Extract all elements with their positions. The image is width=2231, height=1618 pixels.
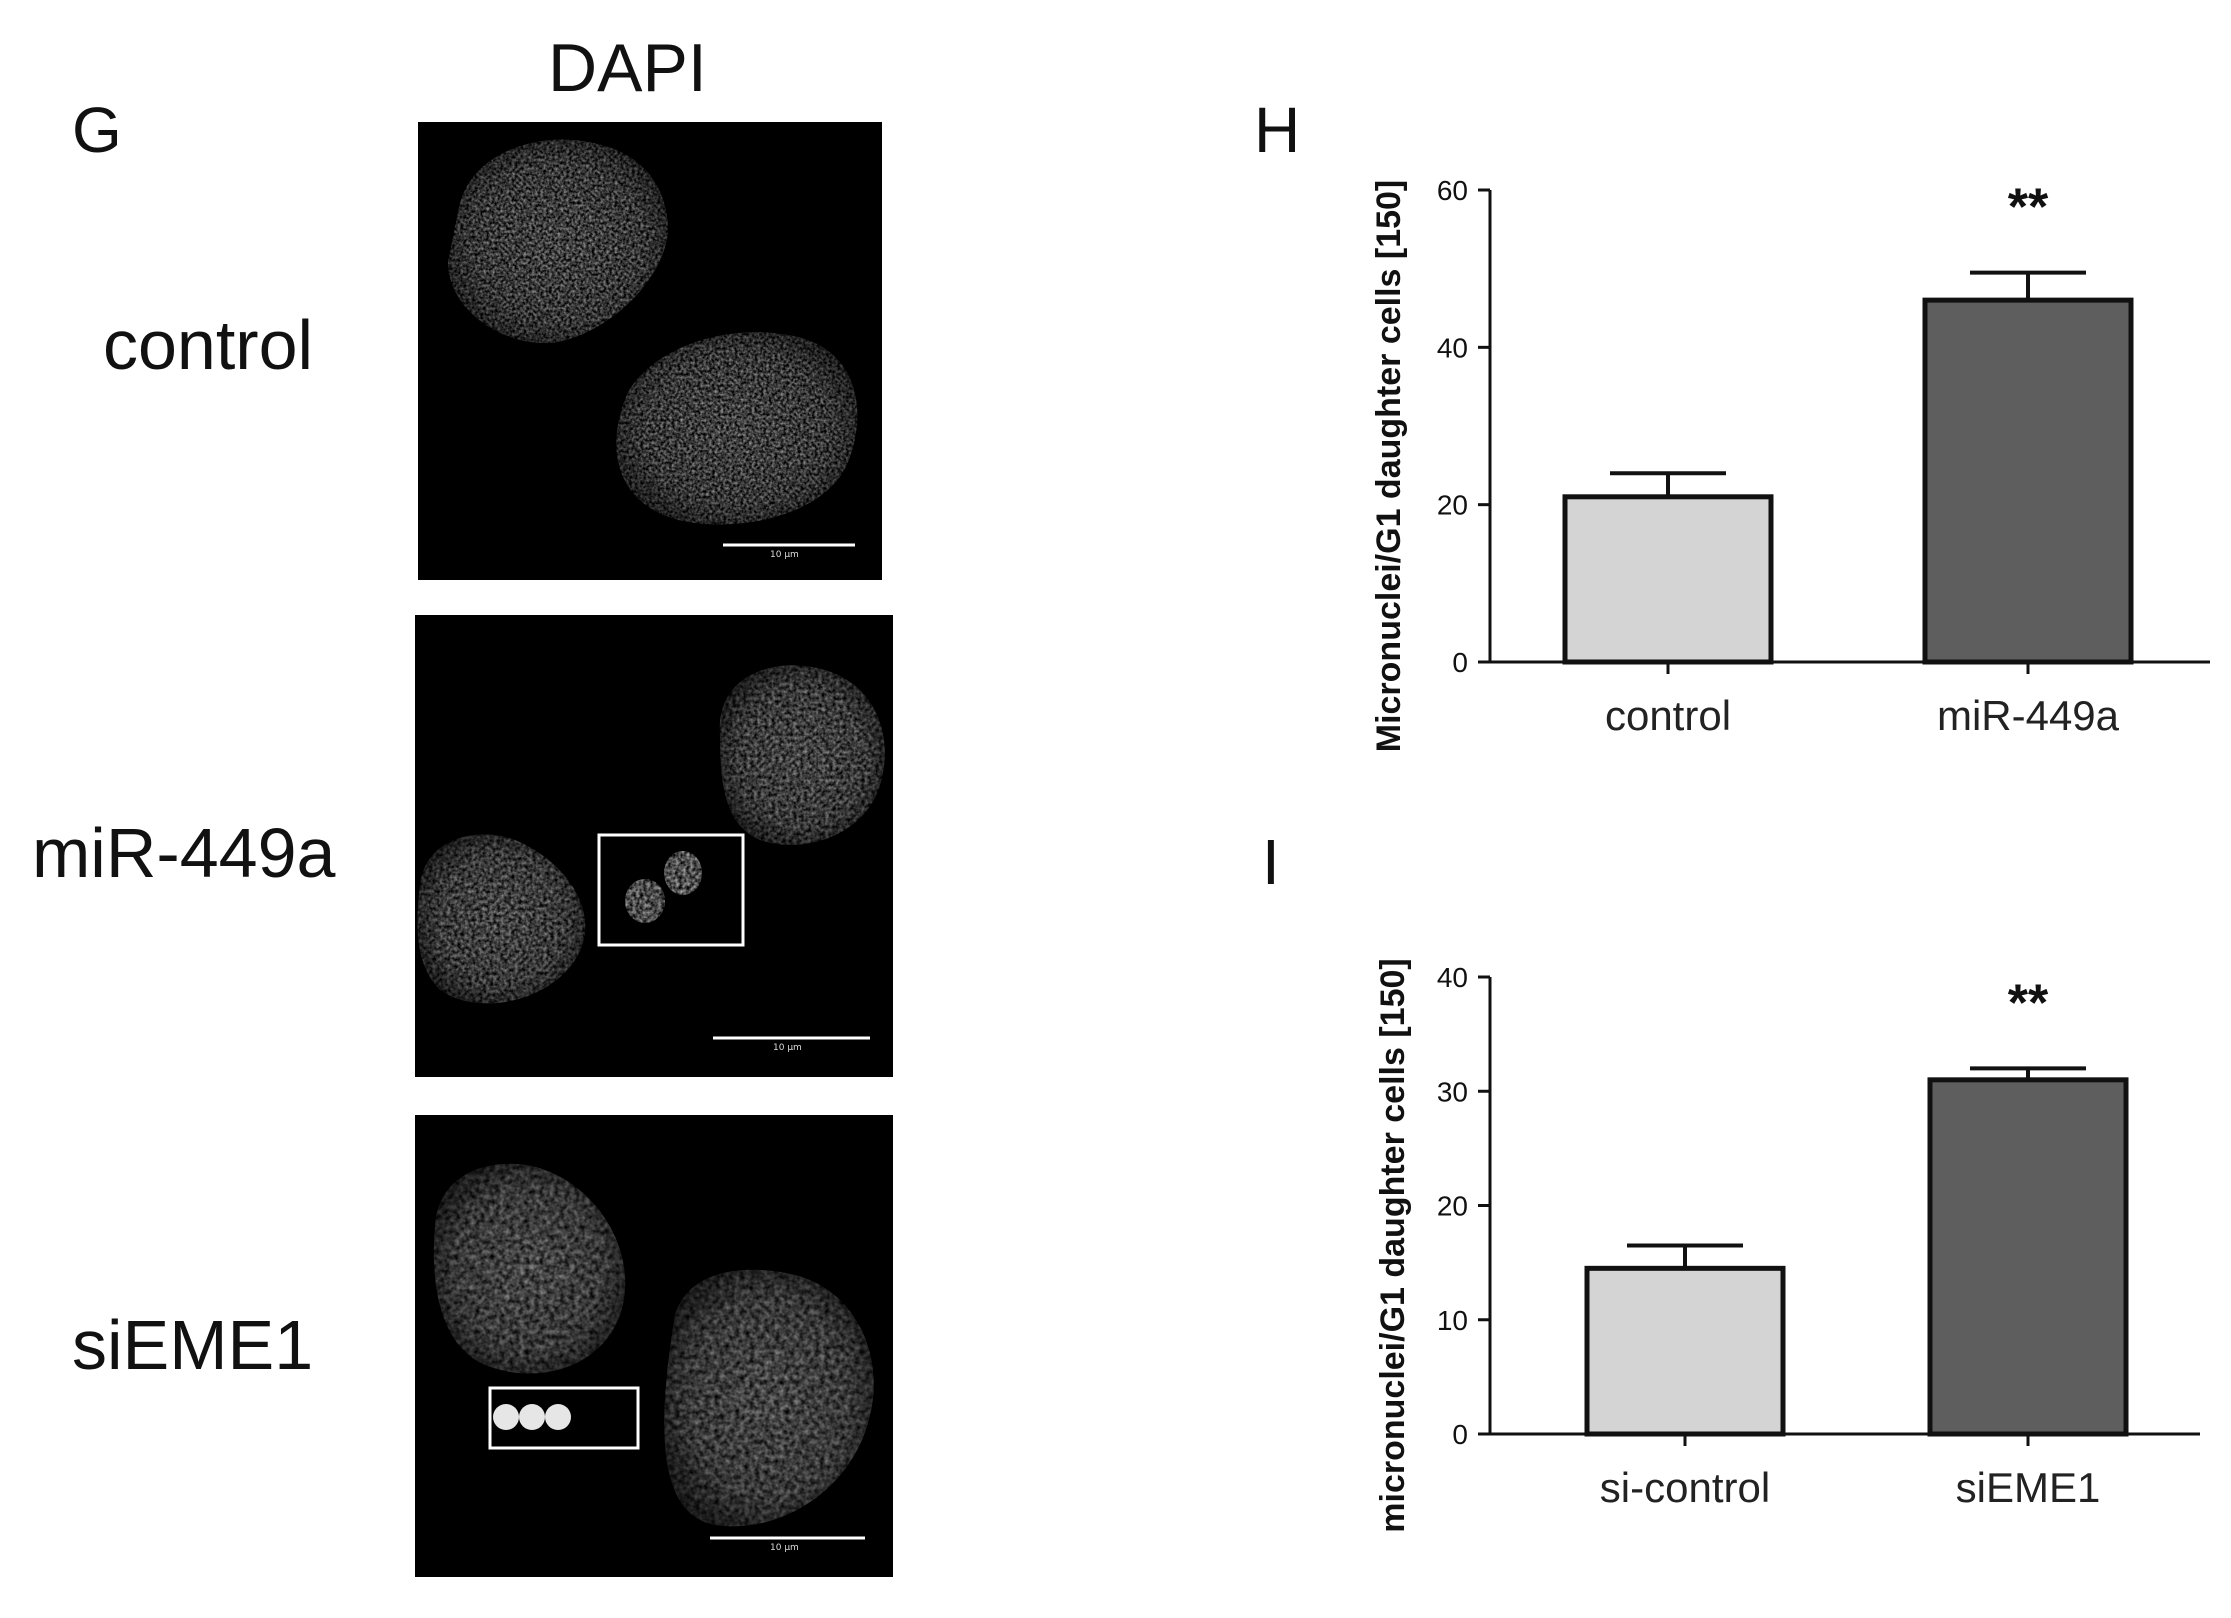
bar bbox=[1562, 494, 1774, 665]
bar bbox=[1922, 297, 2134, 665]
chart-h: Micronuclei/G1 daughter cells [150] 0 20 40… bbox=[1350, 90, 2212, 820]
row-label-sieme1: siEME1 bbox=[72, 1306, 314, 1384]
chart-i: micronuclei/G1 daughter cells [150] 0 10 20… bbox=[1350, 855, 2210, 1595]
x-tick-label: miR-449a bbox=[1937, 692, 2120, 739]
panel-letter-i: I bbox=[1262, 826, 1280, 898]
scale-bar-label: 10 μm bbox=[773, 1043, 802, 1053]
x-tick-label: siEME1 bbox=[1956, 1464, 2101, 1511]
significance-label: ** bbox=[2008, 974, 2049, 1032]
y-tick-label: 40 bbox=[1437, 332, 1468, 363]
micrograph-mir-449a: 10 μm bbox=[415, 615, 893, 1077]
significance-label: ** bbox=[2008, 179, 2049, 237]
y-tick-label: 0 bbox=[1452, 647, 1468, 678]
micronuclei-highlight-box bbox=[597, 833, 745, 947]
dapi-column-header: DAPI bbox=[548, 30, 707, 106]
y-tick-label: 60 bbox=[1437, 175, 1468, 206]
micrograph-control: 10 μm bbox=[418, 122, 882, 580]
micronuclei-highlight-box bbox=[488, 1386, 640, 1450]
y-tick-label: 20 bbox=[1437, 490, 1468, 521]
x-tick-label: control bbox=[1605, 692, 1731, 739]
y-tick-label: 30 bbox=[1437, 1076, 1468, 1107]
bar bbox=[1927, 1077, 2129, 1437]
x-tick-label: si-control bbox=[1600, 1464, 1770, 1511]
y-axis-label: micronuclei/G1 daughter cells [150] bbox=[1374, 958, 1412, 1532]
scale-bar-label: 10 μm bbox=[770, 1543, 799, 1553]
row-label-mir-449a: miR-449a bbox=[32, 814, 336, 892]
y-tick-label: 10 bbox=[1437, 1305, 1468, 1336]
scale-bar-label: 10 μm bbox=[770, 550, 799, 560]
panel-letter-h: H bbox=[1254, 94, 1301, 166]
chart-h-svg: Micronuclei/G1 daughter cells [150] 0 20 40… bbox=[1370, 175, 2212, 753]
micrograph-sieme1: 10 μm bbox=[415, 1115, 893, 1577]
y-tick-label: 20 bbox=[1437, 1191, 1468, 1222]
panel-letter-g: G bbox=[72, 94, 122, 166]
y-axis-label: Micronuclei/G1 daughter cells [150] bbox=[1370, 180, 1408, 753]
chart-i-svg: micronuclei/G1 daughter cells [150] 0 10 20… bbox=[1374, 958, 2200, 1533]
row-label-control: control bbox=[103, 306, 314, 384]
y-tick-label: 0 bbox=[1452, 1419, 1468, 1450]
y-tick-label: 40 bbox=[1437, 962, 1468, 993]
bar bbox=[1584, 1265, 1786, 1437]
